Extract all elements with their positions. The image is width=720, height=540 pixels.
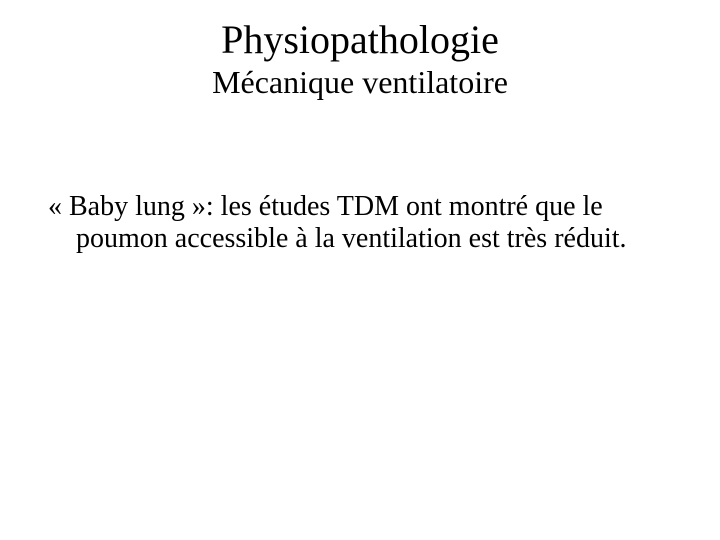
slide-container: Physiopathologie Mécanique ventilatoire … xyxy=(0,0,720,540)
slide-subtitle: Mécanique ventilatoire xyxy=(0,64,720,101)
slide-body: « Baby lung »: les études TDM ont montré… xyxy=(28,191,720,255)
slide-title: Physiopathologie xyxy=(0,18,720,62)
